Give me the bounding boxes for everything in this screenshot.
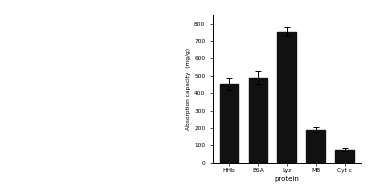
Bar: [278, 32, 296, 163]
Y-axis label: Absorption capacity  (mg/g): Absorption capacity (mg/g): [186, 48, 191, 130]
Bar: [306, 130, 325, 163]
X-axis label: protein: protein: [274, 176, 299, 182]
Bar: [220, 84, 239, 163]
Bar: [335, 149, 354, 163]
Bar: [249, 77, 267, 163]
